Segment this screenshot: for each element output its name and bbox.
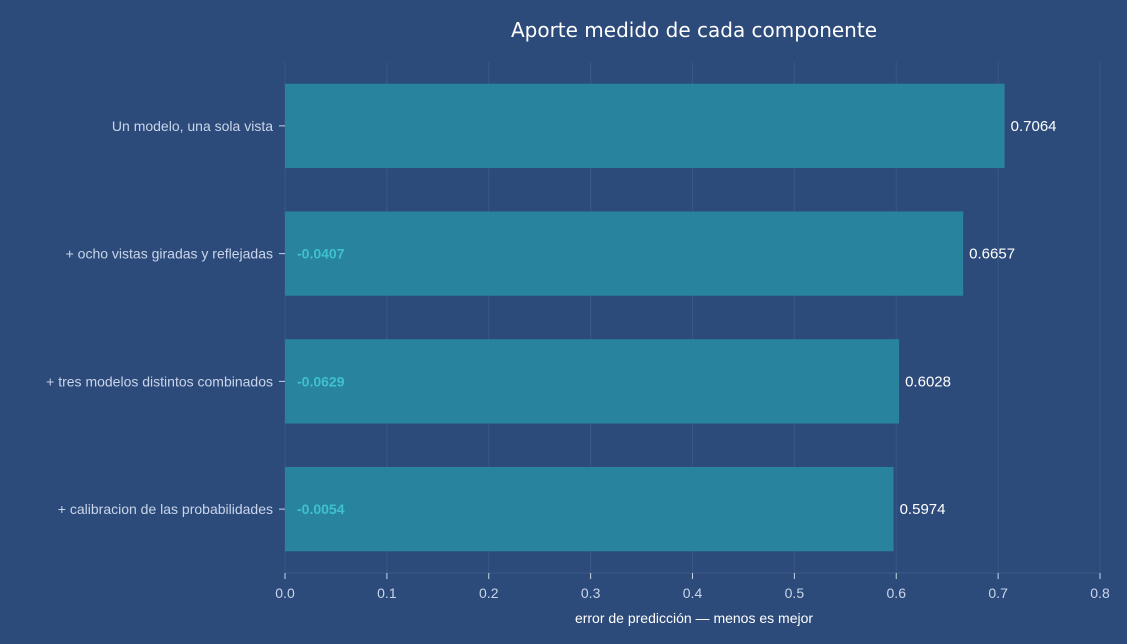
x-tick-label: 0.6 — [887, 585, 907, 601]
x-tick-label: 0.1 — [377, 585, 397, 601]
delta-label: -0.0407 — [297, 246, 345, 262]
category-label: Un modelo, una sola vista — [112, 118, 273, 134]
value-label: 0.5974 — [900, 501, 946, 518]
x-axis-title: error de predicción — menos es mejor — [575, 610, 813, 626]
delta-label: -0.0629 — [297, 373, 345, 389]
x-tick-label: 0.4 — [683, 585, 703, 601]
bar — [285, 466, 894, 552]
category-label: + ocho vistas giradas y reflejadas — [66, 246, 273, 262]
value-label: 0.6657 — [969, 246, 1015, 263]
x-tick-label: 0.8 — [1090, 585, 1110, 601]
bars: 0.7064 0.6657 -0.0407 0.6028 -0.0629 0.5974 -0… — [285, 83, 1057, 552]
x-tick-label: 0.2 — [479, 585, 499, 601]
x-tick-label: 0.5 — [785, 585, 805, 601]
category-label: + calibracion de las probabilidades — [58, 501, 273, 517]
bar — [285, 83, 1005, 169]
x-tick-label: 0.0 — [275, 585, 295, 601]
x-axis-ticks: 0.0 0.1 0.2 0.3 0.4 0.5 0.6 0.7 0.8 Un modelo, un… — [46, 118, 1110, 601]
delta-label: -0.0054 — [297, 501, 345, 517]
value-label: 0.6028 — [905, 373, 951, 390]
bar — [285, 211, 964, 296]
value-label: 0.7064 — [1011, 118, 1057, 135]
category-label: + tres modelos distintos combinados — [46, 373, 273, 389]
x-tick-label: 0.7 — [988, 585, 1008, 601]
bar — [285, 339, 900, 424]
chart-title: Aporte medido de cada componente — [511, 18, 877, 42]
x-tick-label: 0.3 — [581, 585, 601, 601]
